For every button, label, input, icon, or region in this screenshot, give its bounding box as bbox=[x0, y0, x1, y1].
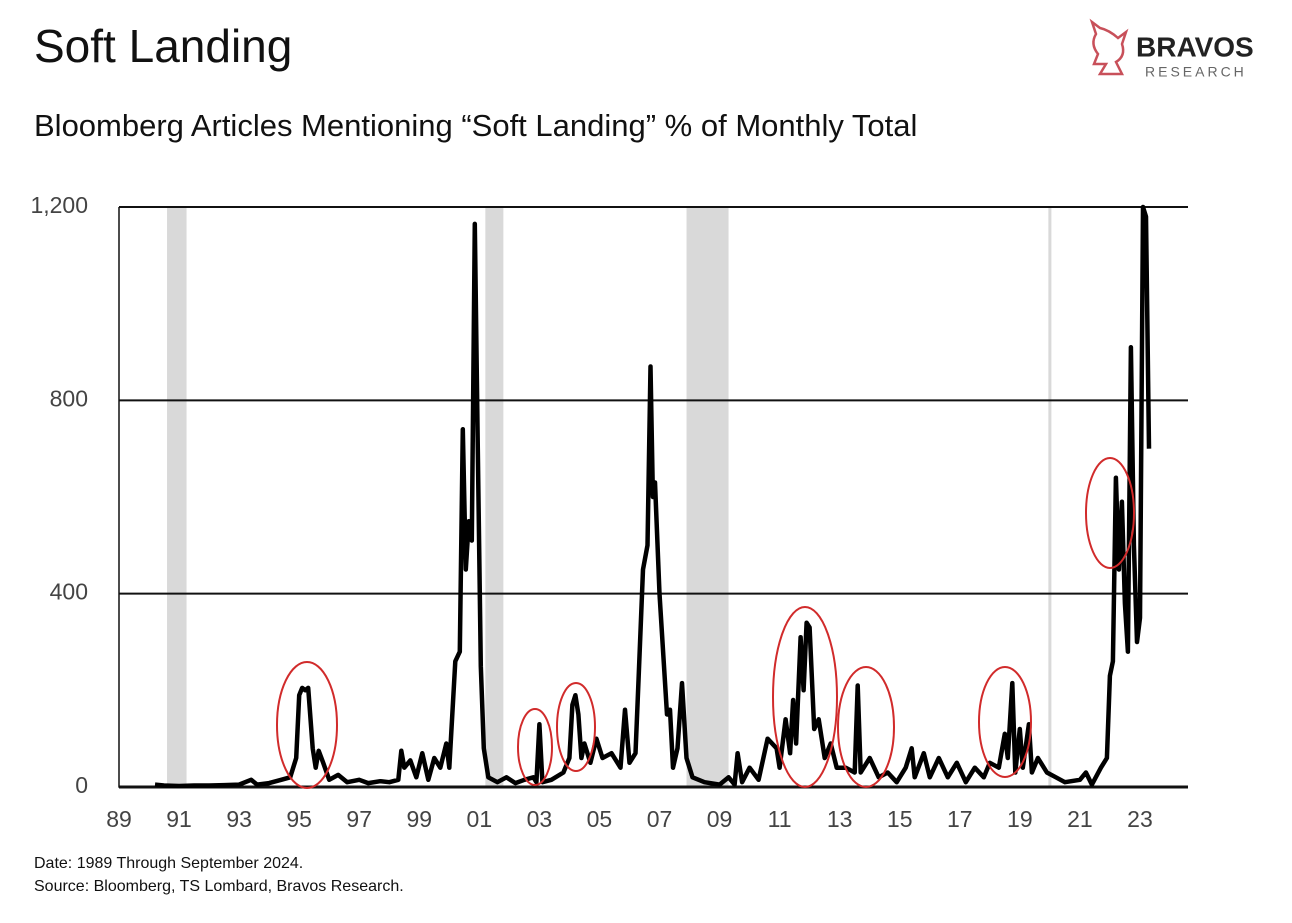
note: Date: 1989 Through September 2024. bbox=[34, 855, 303, 872]
x-tick-label: 09 bbox=[707, 806, 733, 832]
recession-band bbox=[686, 207, 729, 787]
x-tick-label: 03 bbox=[527, 806, 553, 832]
x-tick-label: 07 bbox=[647, 806, 673, 832]
y-tick-label: 800 bbox=[50, 385, 88, 411]
recession-band bbox=[167, 207, 187, 787]
x-tick-label: 19 bbox=[1007, 806, 1033, 832]
x-tick-label: 97 bbox=[346, 806, 372, 832]
logo-icon bbox=[1089, 18, 1129, 76]
recession-band bbox=[1048, 207, 1052, 787]
x-tick-label: 93 bbox=[226, 806, 252, 832]
x-tick-label: 89 bbox=[106, 806, 132, 832]
highlight-ellipse bbox=[556, 682, 596, 772]
highlight-ellipse bbox=[978, 666, 1032, 778]
x-tick-label: 99 bbox=[406, 806, 432, 832]
y-tick-label: 400 bbox=[50, 579, 88, 605]
y-tick-label: 0 bbox=[75, 772, 88, 798]
x-tick-label: 23 bbox=[1127, 806, 1153, 832]
data-line bbox=[154, 204, 1152, 789]
highlight-ellipse bbox=[837, 666, 895, 788]
x-tick-label: 91 bbox=[166, 806, 192, 832]
logo-sub: RESEARCH bbox=[1145, 64, 1247, 80]
note: Source: Bloomberg, TS Lombard, Bravos Re… bbox=[34, 878, 404, 895]
highlight-ellipse bbox=[772, 606, 838, 788]
logo: BRAVOS RESEARCH bbox=[1089, 18, 1254, 80]
plot: 0 400 800 1,200 89 91 93 95 97 99 01 03 05 07 09 11 13 15… bbox=[30, 192, 1188, 832]
x-tick-label: 15 bbox=[887, 806, 913, 832]
x-tick-label: 21 bbox=[1067, 806, 1093, 832]
x-tick-label: 05 bbox=[587, 806, 613, 832]
annotations bbox=[276, 457, 1135, 789]
x-tick-label: 13 bbox=[827, 806, 853, 832]
highlight-ellipse bbox=[1085, 457, 1135, 569]
recession-band bbox=[485, 207, 504, 787]
logo-brand: BRAVOS bbox=[1136, 31, 1254, 62]
highlight-ellipse bbox=[517, 708, 553, 786]
x-tick-label: 01 bbox=[467, 806, 493, 832]
y-tick-label: 1,200 bbox=[30, 192, 88, 218]
x-tick-label: 11 bbox=[768, 806, 792, 832]
highlight-ellipse bbox=[276, 661, 338, 789]
x-tick-label: 95 bbox=[286, 806, 312, 832]
x-tick-label: 17 bbox=[947, 806, 973, 832]
chart-title: Soft Landing bbox=[34, 20, 292, 72]
chart-subtitle: Bloomberg Articles Mentioning “Soft Land… bbox=[34, 108, 917, 143]
